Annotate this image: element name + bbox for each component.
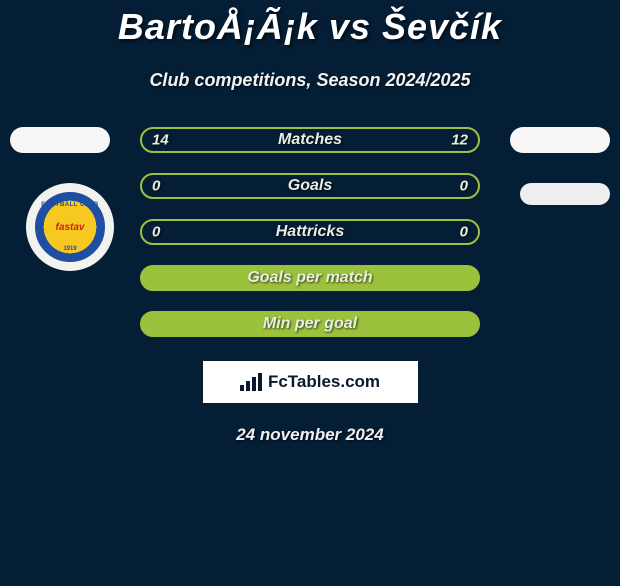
- stat-left-value: 0: [152, 178, 160, 195]
- stat-label: Hattricks: [276, 223, 344, 241]
- brand-box[interactable]: FcTables.com: [203, 361, 418, 403]
- club-logo-top-text: FOOTBALL CLUB: [41, 202, 98, 208]
- stat-label: Goals per match: [247, 269, 372, 287]
- stat-label: Min per goal: [263, 315, 357, 333]
- stat-left-value: 0: [152, 224, 160, 241]
- stat-right-value: 0: [460, 178, 468, 195]
- club-logo-center-text: fastav: [56, 222, 85, 233]
- stat-row-matches: 14 Matches 12: [140, 127, 480, 153]
- player-left-badge: [10, 127, 110, 153]
- subtitle: Club competitions, Season 2024/2025: [0, 70, 620, 91]
- stats-rows: 14 Matches 12 0 Goals 0 0 Hattricks 0 Go…: [140, 127, 480, 337]
- brand-text: FcTables.com: [268, 372, 380, 392]
- stat-row-min-per-goal: Min per goal: [140, 311, 480, 337]
- comparison-panel: FOOTBALL CLUB fastav 1919 14 Matches 12 …: [0, 127, 620, 445]
- brand-icon: [240, 373, 262, 391]
- player-right-badge-2: [520, 183, 610, 205]
- page-title: BartoÅ¡Ã¡k vs Ševčík: [0, 6, 620, 48]
- player-right-badge: [510, 127, 610, 153]
- stat-row-goals: 0 Goals 0: [140, 173, 480, 199]
- stat-row-goals-per-match: Goals per match: [140, 265, 480, 291]
- stat-left-value: 14: [152, 132, 169, 149]
- date-label: 24 november 2024: [0, 425, 620, 445]
- stat-right-value: 12: [451, 132, 468, 149]
- stat-label: Goals: [288, 177, 332, 195]
- stat-row-hattricks: 0 Hattricks 0: [140, 219, 480, 245]
- club-logo-year: 1919: [63, 246, 76, 252]
- stat-right-value: 0: [460, 224, 468, 241]
- club-logo-left: FOOTBALL CLUB fastav 1919: [26, 183, 114, 271]
- stat-label: Matches: [278, 131, 342, 149]
